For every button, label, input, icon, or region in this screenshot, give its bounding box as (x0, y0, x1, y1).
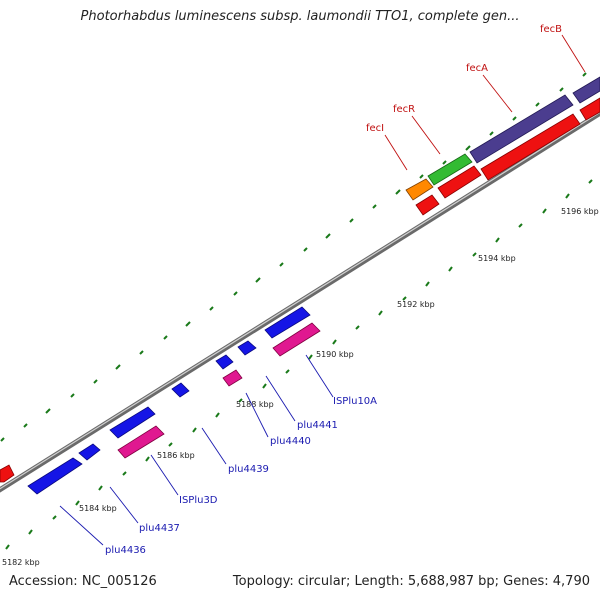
red-leader-lines (384, 34, 586, 171)
scale-label-5196: 5196 kbp (561, 207, 599, 216)
gene-plu4439[interactable] (171, 382, 190, 398)
gene-fec-red-4[interactable] (579, 97, 600, 121)
label-fecb: fecB (540, 24, 562, 35)
gene-plu4436[interactable] (27, 457, 83, 495)
scale-label-5182: 5182 kbp (2, 558, 40, 567)
accession-label: Accession: NC_005126 (9, 574, 157, 589)
label-feci: fecI (366, 123, 384, 134)
gene-isplu3d-forward[interactable] (109, 406, 156, 439)
upper-tick-row (0, 72, 587, 442)
scale-label-5192: 5192 kbp (397, 300, 435, 309)
gene-isplu10a-forward[interactable] (264, 306, 311, 339)
gene-plu4440[interactable] (215, 354, 234, 370)
label-fecr: fecR (393, 104, 415, 115)
scale-label-5186: 5186 kbp (157, 451, 195, 460)
gene-fecr[interactable] (427, 153, 473, 186)
lower-tick-row (5, 179, 593, 550)
gene-left-partial[interactable] (0, 464, 15, 483)
label-isplu3d: ISPlu3D (179, 495, 218, 506)
gene-plu4440-reverse[interactable] (222, 369, 243, 387)
scale-label-5194: 5194 kbp (478, 254, 516, 263)
map-title: Photorhabdus luminescens subsp. laumondi… (80, 9, 520, 24)
scale-label-5190: 5190 kbp (316, 350, 354, 359)
label-isplu10a: ISPlu10A (333, 396, 377, 407)
gene-isplu3d-reverse[interactable] (117, 425, 165, 459)
reverse-gene-row (117, 322, 321, 459)
scale-label-5188: 5188 kbp (236, 400, 274, 409)
gene-fec-red-2[interactable] (437, 165, 482, 199)
blue-leader-lines (59, 354, 334, 546)
label-feca: fecA (466, 63, 488, 74)
label-plu4439: plu4439 (228, 464, 269, 475)
label-plu4437: plu4437 (139, 523, 180, 534)
gene-isplu10a-reverse[interactable] (272, 322, 321, 357)
fec-operon (405, 76, 600, 216)
gene-fec-red-3[interactable] (480, 113, 581, 181)
label-plu4441: plu4441 (297, 420, 338, 431)
gene-plu4441[interactable] (237, 340, 257, 356)
forward-gene-row (27, 306, 311, 495)
gene-feci[interactable] (405, 178, 434, 201)
gene-fec-red-1[interactable] (415, 194, 440, 216)
scale-label-5184: 5184 kbp (79, 504, 117, 513)
gene-feca[interactable] (469, 94, 574, 164)
label-plu4436: plu4436 (105, 545, 146, 556)
genome-backbone (0, 110, 600, 493)
genome-summary: Topology: circular; Length: 5,688,987 bp… (232, 574, 590, 589)
gene-fecb[interactable] (572, 76, 600, 104)
gene-plu4437[interactable] (78, 443, 101, 461)
label-plu4440: plu4440 (270, 436, 311, 447)
